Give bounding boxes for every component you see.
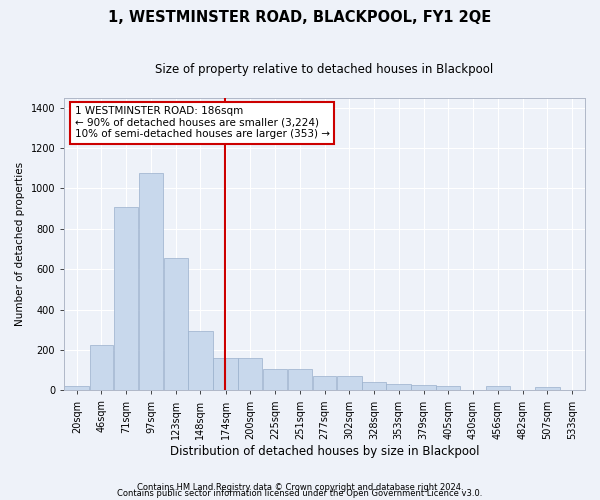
Text: Contains public sector information licensed under the Open Government Licence v3: Contains public sector information licen… <box>118 490 482 498</box>
Bar <box>287 369 312 390</box>
Bar <box>64 386 89 390</box>
Bar <box>313 376 337 390</box>
Bar <box>412 386 436 390</box>
Bar <box>139 174 163 390</box>
Bar <box>263 369 287 390</box>
Bar <box>164 258 188 390</box>
Bar <box>362 382 386 390</box>
Bar <box>486 386 511 390</box>
Text: 1, WESTMINSTER ROAD, BLACKPOOL, FY1 2QE: 1, WESTMINSTER ROAD, BLACKPOOL, FY1 2QE <box>109 10 491 25</box>
Bar <box>89 345 113 391</box>
Bar <box>535 388 560 390</box>
Bar <box>213 358 238 390</box>
Bar <box>337 376 362 390</box>
X-axis label: Distribution of detached houses by size in Blackpool: Distribution of detached houses by size … <box>170 444 479 458</box>
Text: Contains HM Land Registry data © Crown copyright and database right 2024.: Contains HM Land Registry data © Crown c… <box>137 484 463 492</box>
Text: 1 WESTMINSTER ROAD: 186sqm
← 90% of detached houses are smaller (3,224)
10% of s: 1 WESTMINSTER ROAD: 186sqm ← 90% of deta… <box>74 106 329 140</box>
Y-axis label: Number of detached properties: Number of detached properties <box>15 162 25 326</box>
Bar <box>188 331 213 390</box>
Title: Size of property relative to detached houses in Blackpool: Size of property relative to detached ho… <box>155 62 494 76</box>
Bar <box>386 384 411 390</box>
Bar <box>114 206 139 390</box>
Bar <box>436 386 460 390</box>
Bar <box>238 358 262 390</box>
